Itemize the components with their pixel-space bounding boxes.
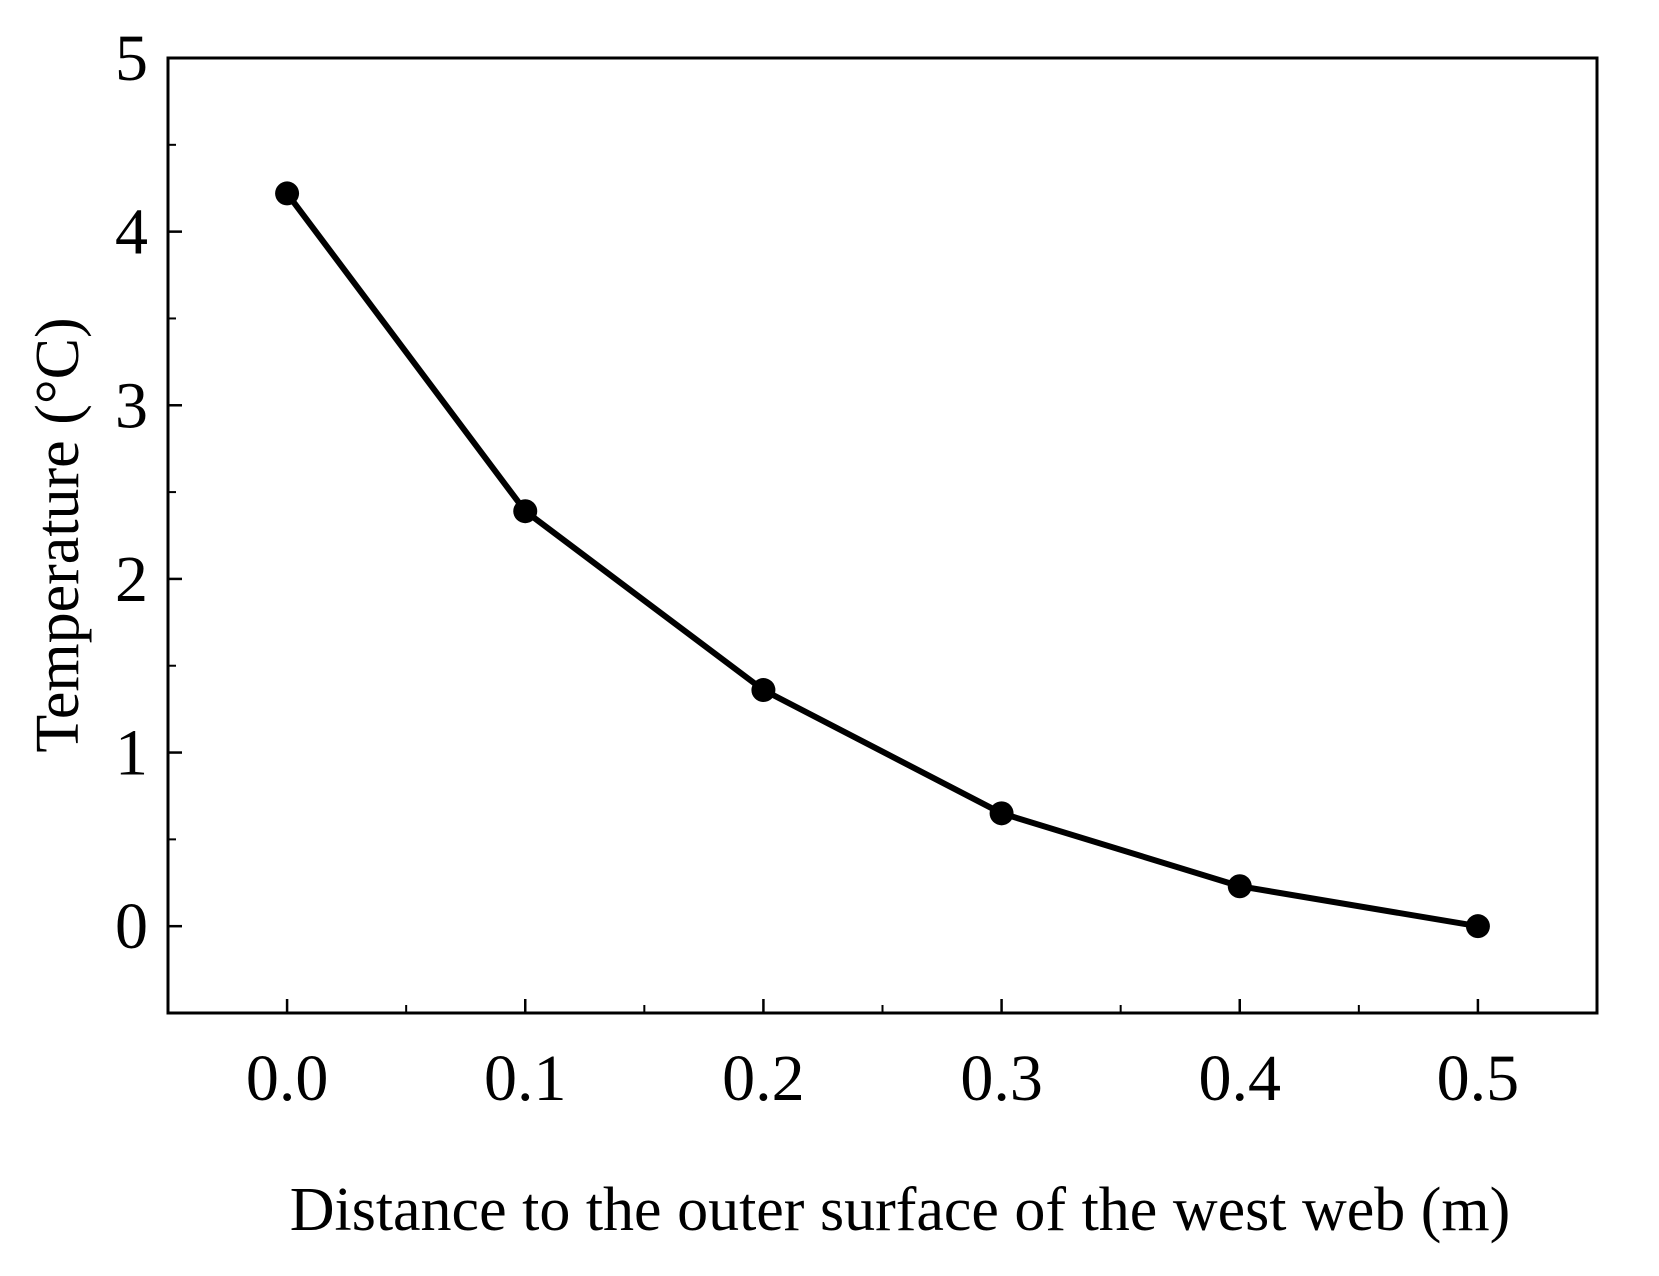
data-point: [513, 499, 538, 524]
y-tick-label: 0: [115, 890, 148, 963]
data-point: [1227, 874, 1252, 899]
y-tick-label: 4: [115, 196, 148, 269]
x-axis-title: Distance to the outer surface of the wes…: [290, 1176, 1511, 1244]
series-line: [284, 191, 1479, 930]
data-point: [989, 801, 1014, 826]
y-tick-label: 3: [115, 369, 148, 442]
x-tick-label: 0.3: [960, 1042, 1043, 1115]
y-tick-label: 1: [115, 717, 148, 790]
x-tick-label: 0.1: [484, 1042, 567, 1115]
data-point: [275, 181, 300, 206]
plot-frame: [166, 56, 1599, 1015]
y-tick-label: 2: [115, 543, 148, 616]
x-tick-label: 0.4: [1199, 1042, 1282, 1115]
series-layer: [275, 181, 1490, 939]
data-point: [1465, 914, 1490, 939]
x-tick-label: 0.5: [1437, 1042, 1520, 1115]
x-tick-label: 0.0: [246, 1042, 329, 1115]
x-tick-label: 0.2: [722, 1042, 805, 1115]
x-axis-ticks: 0.0 0.1 0.2 0.3 0.4 0.5: [246, 999, 1519, 1115]
y-axis-ticks: 0 1 2 3 4 5: [115, 22, 182, 1014]
y-axis-title: Temperature (°C): [24, 317, 92, 752]
y-tick-label: 5: [115, 22, 148, 95]
data-point: [751, 678, 776, 703]
